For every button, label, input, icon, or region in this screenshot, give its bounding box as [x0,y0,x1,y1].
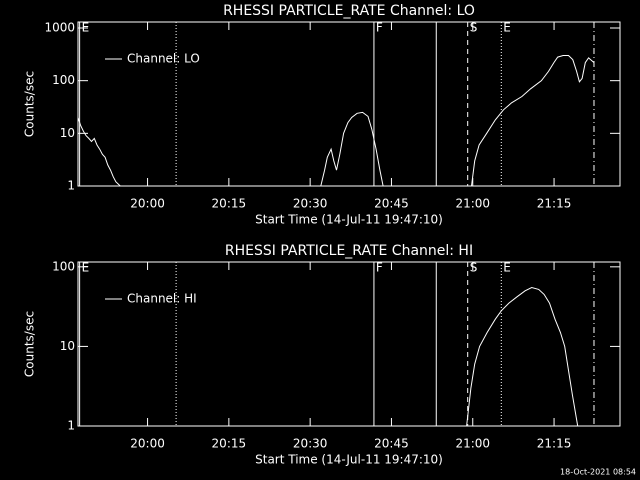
x-tick-label: 20:15 [212,197,247,211]
event-label: F [376,21,383,35]
y-tick-label: 100 [52,259,75,273]
legend-label: Channel: HI [127,292,197,306]
x-axis-label: Start Time (14-Jul-11 19:47:10) [255,213,443,227]
event-label: S [470,21,478,35]
y-axis-label: Counts/sec [23,311,37,377]
chart-title: RHESSI PARTICLE_RATE Channel: HI [225,243,473,259]
chart-title: RHESSI PARTICLE_RATE Channel: LO [223,3,475,19]
x-tick-label: 21:00 [455,197,490,211]
event-label: E [82,261,90,275]
event-label: E [503,21,511,35]
timestamp: 18-Oct-2021 08:54 [560,468,636,477]
y-axis-label: Counts/sec [23,71,37,137]
x-tick-label: 21:00 [455,437,490,451]
x-tick-label: 20:15 [212,437,247,451]
data-line [77,55,595,187]
x-tick-label: 20:30 [293,197,328,211]
plot-frame [77,261,621,427]
x-axis-label: Start Time (14-Jul-11 19:47:10) [255,453,443,467]
x-tick-label: 20:30 [293,437,328,451]
event-label: F [376,261,383,275]
data-line [466,286,579,427]
legend-label: Channel: LO [127,52,200,66]
y-tick-label: 1 [67,419,75,433]
y-tick-label: 1 [67,179,75,193]
x-tick-label: 20:00 [130,437,165,451]
y-tick-label: 100 [52,73,75,87]
y-tick-label: 1000 [44,21,75,35]
event-label: S [470,261,478,275]
event-label: E [82,21,90,35]
y-tick-label: 10 [60,126,75,140]
x-tick-label: 21:15 [537,437,572,451]
x-tick-label: 21:15 [537,197,572,211]
y-tick-label: 10 [60,339,75,353]
event-label: E [503,261,511,275]
x-tick-label: 20:45 [374,437,409,451]
x-tick-label: 20:45 [374,197,409,211]
plot-frame [77,21,621,187]
x-tick-label: 20:00 [130,197,165,211]
